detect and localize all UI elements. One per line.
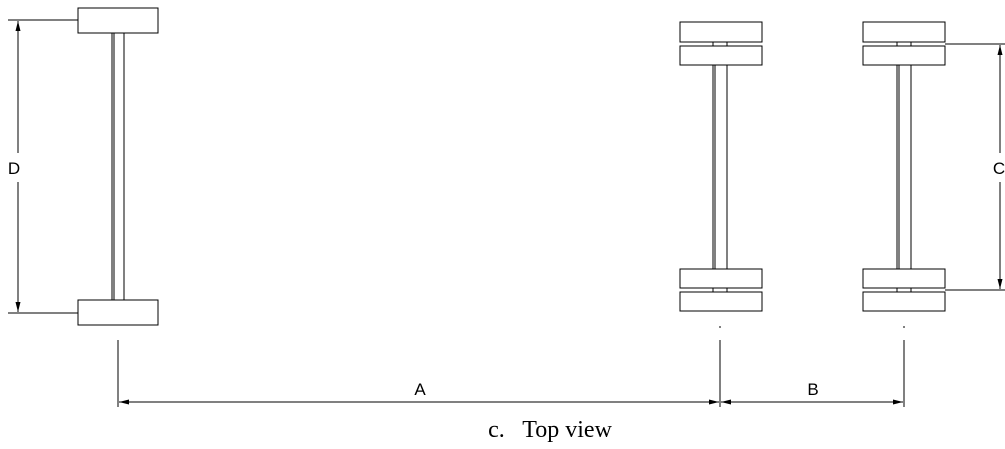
- dimension-c-label: C: [993, 159, 1005, 178]
- rear1-right-inner-wheel: [679, 268, 763, 289]
- rear1-right-outer-wheel: [679, 291, 763, 312]
- dimension-d: [8, 19, 78, 314]
- rear1-left-outer-wheel: [679, 21, 763, 43]
- rear2-right-inner-wheel: [862, 268, 946, 289]
- rear2-left-hub: [896, 41, 912, 47]
- dimension-b-label: B: [807, 380, 818, 399]
- rear-axle-1: [679, 21, 763, 312]
- rear2-right-hub: [896, 287, 912, 293]
- dimension-d-label: D: [8, 159, 20, 178]
- rear2-left-outer-wheel: [862, 21, 946, 43]
- dimension-a-label: A: [414, 380, 426, 399]
- rear-axle-2: [862, 21, 946, 312]
- dimension-c: [945, 43, 1005, 291]
- rear2-right-outer-wheel: [862, 291, 946, 312]
- rear2-left-inner-wheel: [862, 45, 946, 66]
- front-right-wheel: [77, 299, 159, 326]
- front-left-wheel: [77, 7, 159, 34]
- front-axle: [77, 7, 159, 326]
- rear1-right-hub: [712, 287, 728, 293]
- rear1-left-hub: [712, 41, 728, 47]
- rear1-left-inner-wheel: [679, 45, 763, 66]
- figure-caption: c. Top view: [488, 417, 613, 443]
